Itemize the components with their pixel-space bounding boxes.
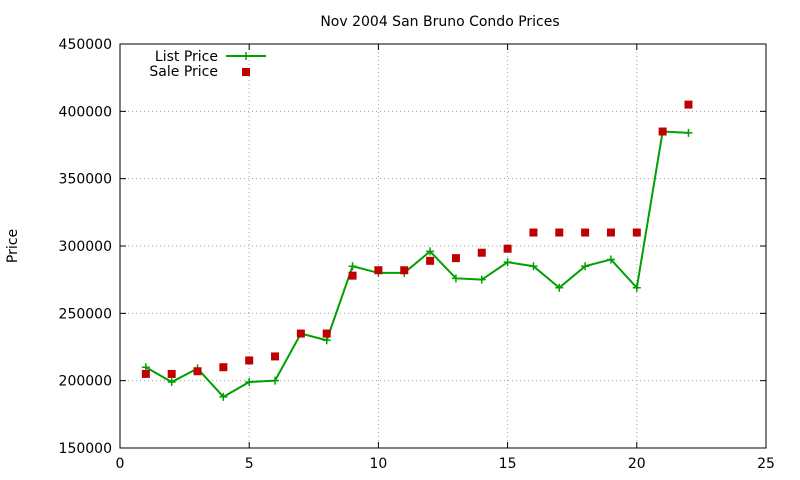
data-point xyxy=(426,247,435,256)
x-tick-label: 25 xyxy=(757,456,775,472)
data-point xyxy=(219,392,228,401)
data-point xyxy=(503,244,512,253)
x-tick-label: 0 xyxy=(116,456,125,472)
data-point xyxy=(348,271,357,280)
y-tick-label: 250000 xyxy=(59,306,112,322)
series-list-price xyxy=(141,127,693,401)
series-line xyxy=(145,130,689,399)
data-point xyxy=(503,258,512,267)
data-point xyxy=(477,248,486,257)
data-point xyxy=(141,363,150,372)
series-sale-price xyxy=(141,100,693,378)
y-tick-label: 150000 xyxy=(59,441,112,457)
data-point xyxy=(374,266,383,275)
legend-label-list-price: List Price xyxy=(155,49,218,65)
data-point xyxy=(245,378,254,387)
data-point xyxy=(271,352,280,361)
data-point xyxy=(477,275,486,284)
data-point xyxy=(141,369,150,378)
y-tick-label: 350000 xyxy=(59,172,112,188)
data-point xyxy=(581,262,590,271)
plot-frame xyxy=(119,43,767,449)
data-point xyxy=(632,228,641,237)
x-tick-label: 20 xyxy=(628,456,646,472)
data-point xyxy=(606,228,615,237)
legend-marker-list-price xyxy=(242,52,250,60)
data-point xyxy=(606,255,615,264)
data-point xyxy=(529,262,538,271)
x-tick-label: 10 xyxy=(369,456,387,472)
data-point xyxy=(400,266,409,275)
data-point xyxy=(581,228,590,237)
data-point xyxy=(658,127,667,136)
y-tick-label: 400000 xyxy=(59,104,112,120)
data-point xyxy=(555,283,564,292)
data-point xyxy=(296,329,305,338)
data-point xyxy=(632,283,641,292)
data-point xyxy=(684,100,693,109)
data-point xyxy=(245,356,254,365)
x-tick-label: 5 xyxy=(245,456,254,472)
x-tick-label: 15 xyxy=(499,456,517,472)
data-point xyxy=(271,376,280,385)
y-tick-label: 300000 xyxy=(59,239,112,255)
data-point xyxy=(322,336,331,345)
data-point xyxy=(193,367,202,376)
data-point xyxy=(684,128,693,137)
legend: List Price Sale Price xyxy=(149,49,266,80)
data-point xyxy=(219,363,228,372)
data-point xyxy=(348,262,357,271)
data-point xyxy=(451,274,460,283)
legend-marker-sale-price xyxy=(242,68,250,76)
data-point xyxy=(426,256,435,265)
y-tick-label: 450000 xyxy=(59,37,112,53)
data-point xyxy=(451,254,460,263)
grid xyxy=(120,44,766,448)
data-point xyxy=(555,228,564,237)
y-tick-label: 200000 xyxy=(59,374,112,390)
y-axis-label: Price xyxy=(5,229,21,263)
data-point xyxy=(167,369,176,378)
plot-area xyxy=(141,100,693,401)
data-point xyxy=(322,329,331,338)
legend-label-sale-price: Sale Price xyxy=(149,64,218,80)
axis-tick-labels: 0 5 10 15 20 25 150000 200000 250000 300000 350000… xyxy=(59,37,775,472)
chart-title: Nov 2004 San Bruno Condo Prices xyxy=(320,14,559,30)
data-point xyxy=(167,378,176,387)
data-point xyxy=(529,228,538,237)
